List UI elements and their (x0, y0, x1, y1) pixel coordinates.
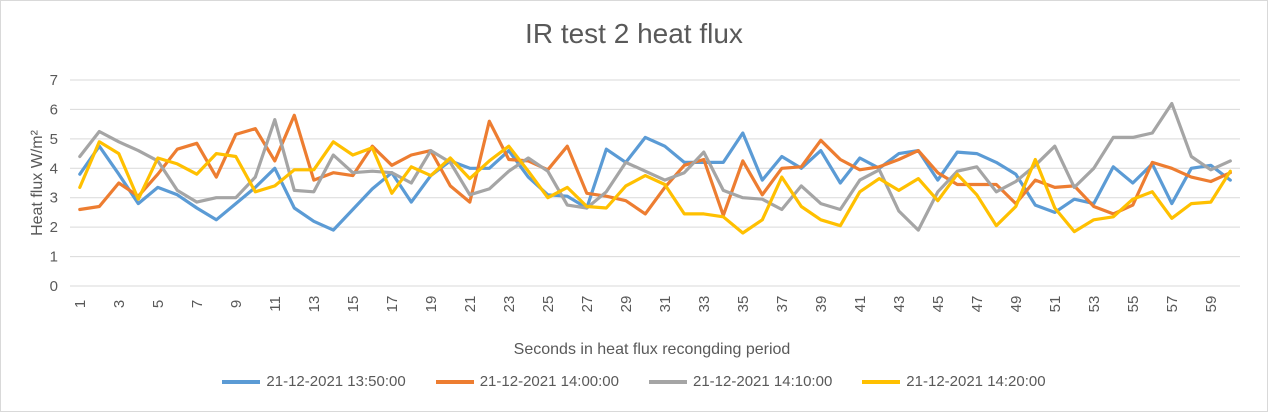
legend-label: 21-12-2021 14:10:00 (693, 373, 833, 390)
legend: 21-12-2021 13:50:00 21-12-2021 14:00:00 21… (0, 373, 1268, 390)
x-tick-label: 25 (540, 296, 557, 313)
y-tick-label: 6 (50, 101, 58, 118)
legend-item: 21-12-2021 14:20:00 (862, 373, 1046, 390)
x-tick-label: 1 (72, 300, 89, 308)
x-axis-label: Seconds in heat flux recongding period (514, 341, 791, 358)
y-tick-label: 5 (50, 131, 58, 148)
gridlines (70, 79, 1240, 287)
legend-label: 21-12-2021 14:00:00 (479, 373, 619, 390)
x-tick-label: 41 (852, 296, 869, 313)
x-tick-label: 59 (1203, 296, 1220, 313)
x-tick-label: 13 (306, 296, 323, 313)
x-tick-label: 15 (345, 296, 362, 313)
legend-swatch (222, 379, 261, 384)
series-lines (78, 101, 1232, 235)
x-tick-label: 45 (930, 296, 947, 313)
x-tick-label: 31 (657, 296, 674, 313)
legend-swatch (862, 379, 901, 384)
y-tick-label: 7 (50, 72, 58, 89)
x-tick-label: 35 (735, 296, 752, 313)
y-tick-label: 4 (50, 160, 58, 177)
series-line-2 (78, 113, 1232, 217)
y-tick-label: 1 (50, 249, 58, 266)
legend-item: 21-12-2021 14:00:00 (435, 373, 619, 390)
x-tick-label: 23 (501, 296, 518, 313)
x-axis-ticks: 1 3 5 7 9 11 13 15 17 19 21 23 25 27 29 31 33 35 37 39 41 43 4… (72, 296, 1220, 313)
x-tick-label: 11 (267, 296, 284, 312)
y-tick-label: 0 (50, 278, 58, 295)
x-tick-label: 33 (696, 296, 713, 313)
legend-label: 21-12-2021 13:50:00 (266, 373, 406, 390)
series-line-3 (78, 101, 1232, 232)
x-tick-label: 29 (618, 296, 635, 313)
x-tick-label: 19 (423, 296, 440, 313)
y-tick-label: 2 (50, 219, 58, 236)
x-tick-label: 49 (1008, 296, 1025, 313)
x-tick-label: 3 (111, 300, 128, 308)
series-line-4 (78, 140, 1232, 235)
x-tick-label: 57 (1164, 296, 1181, 313)
series-line-1 (78, 131, 1232, 232)
x-tick-label: 17 (384, 296, 401, 313)
x-tick-label: 21 (462, 296, 479, 313)
y-axis-label: Heat flux W/m² (29, 129, 46, 235)
legend-swatch (649, 379, 687, 384)
x-tick-label: 53 (1086, 296, 1103, 313)
x-tick-label: 7 (189, 300, 206, 308)
x-tick-label: 43 (891, 296, 908, 313)
legend-item: 21-12-2021 13:50:00 (222, 373, 406, 390)
chart-title: IR test 2 heat flux (525, 18, 743, 49)
x-tick-label: 51 (1047, 296, 1064, 313)
y-tick-label: 3 (50, 190, 58, 207)
x-tick-label: 27 (579, 296, 596, 313)
x-tick-label: 5 (150, 300, 167, 308)
x-tick-label: 55 (1125, 296, 1142, 313)
legend-label: 21-12-2021 14:20:00 (906, 373, 1046, 390)
x-tick-label: 39 (813, 296, 830, 313)
legend-item: 21-12-2021 14:10:00 (649, 373, 832, 390)
x-tick-label: 37 (774, 296, 791, 313)
x-tick-label: 47 (969, 296, 986, 313)
x-tick-label: 9 (228, 300, 245, 308)
legend-swatch (435, 379, 474, 384)
y-axis-ticks: 0 1 2 3 4 5 6 7 (50, 72, 58, 295)
